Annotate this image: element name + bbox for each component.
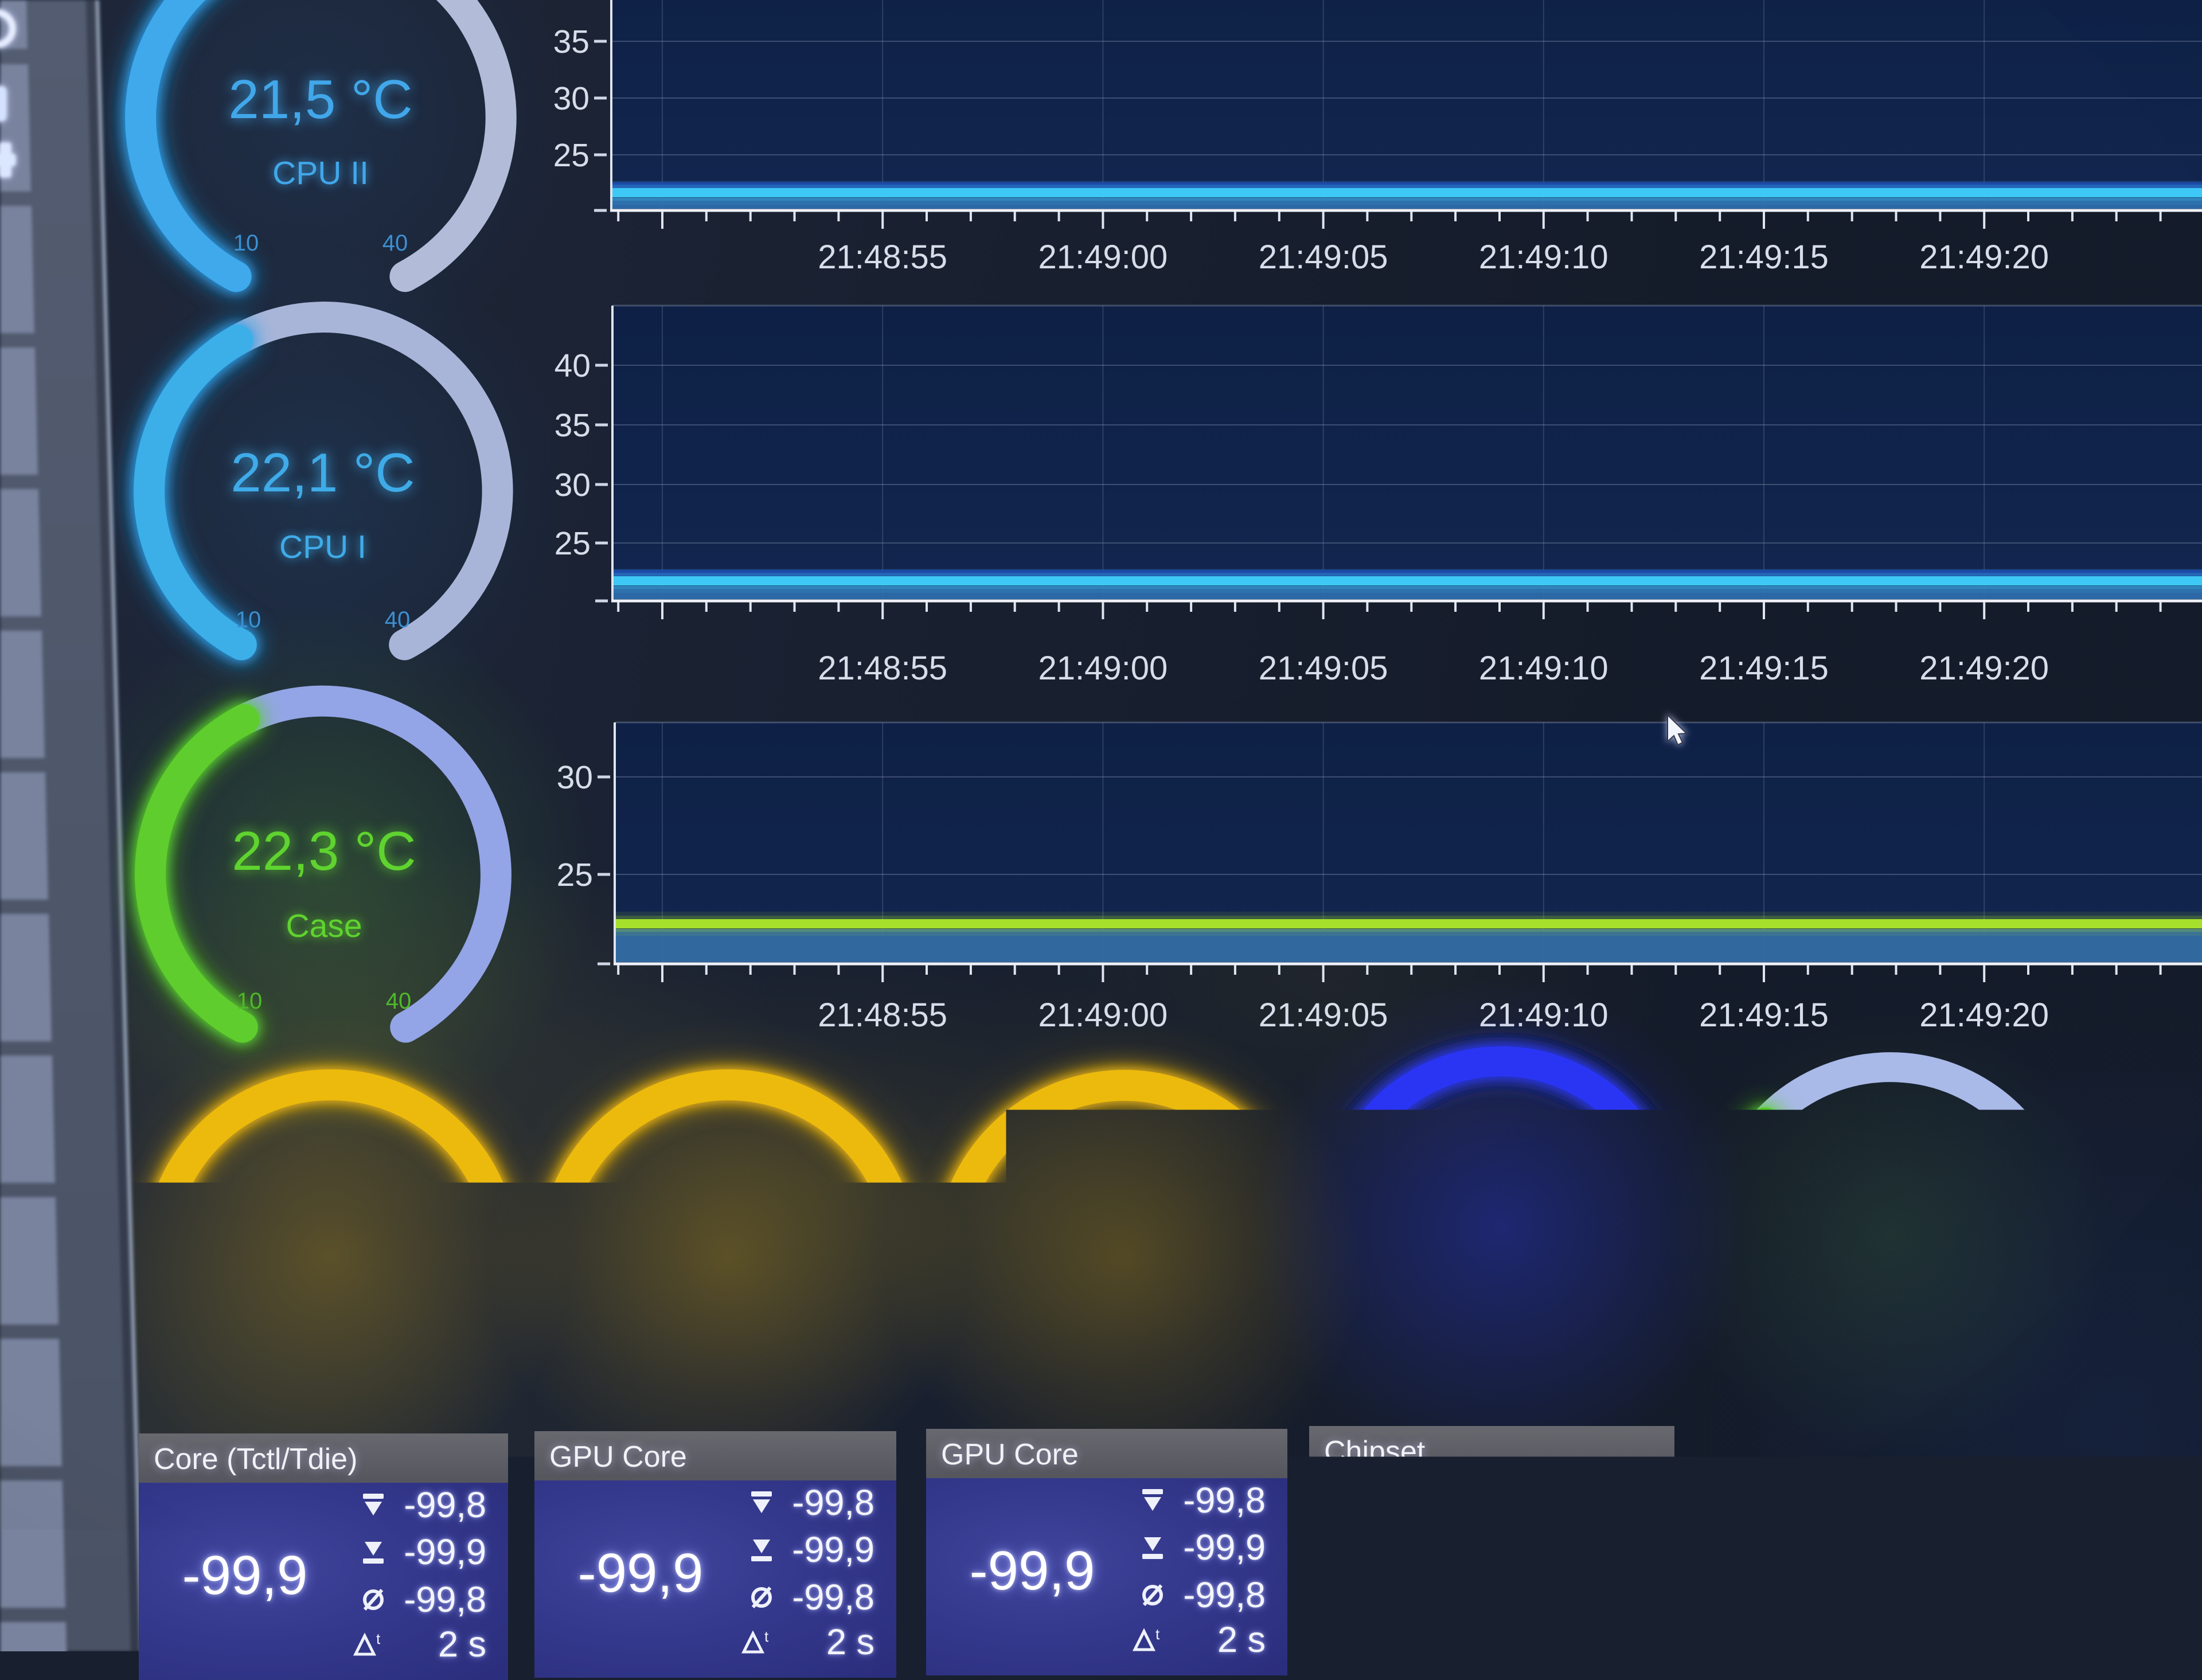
svg-text:21:49:20: 21:49:20 bbox=[1919, 239, 2049, 276]
svg-text:10: 10 bbox=[236, 607, 261, 632]
svg-text:25: 25 bbox=[557, 857, 593, 893]
svg-text:35: 35 bbox=[553, 24, 589, 60]
svg-text:D5 1 sync mit D5 2: D5 1 sync mit D5 2 bbox=[590, 1286, 866, 1323]
svg-text:30: 30 bbox=[1410, 1354, 1435, 1379]
svg-text:4781 rpm: 4781 rpm bbox=[612, 1204, 845, 1265]
svg-text:25: 25 bbox=[553, 137, 589, 174]
svg-text:250,5 l/h: 250,5 l/h bbox=[1396, 1183, 1607, 1244]
svg-text:21:49:10: 21:49:10 bbox=[1479, 650, 1608, 687]
svg-text:t: t bbox=[1155, 1627, 1160, 1643]
svg-text:21:49:05: 21:49:05 bbox=[1259, 650, 1388, 687]
svg-text:1000: 1000 bbox=[1014, 1359, 1065, 1385]
svg-text:1000: 1000 bbox=[218, 1359, 270, 1385]
svg-text:21:49:15: 21:49:15 bbox=[1699, 650, 1829, 687]
svg-text:t: t bbox=[376, 1631, 381, 1647]
svg-text:Case: Case bbox=[286, 908, 362, 944]
svg-text:D5 2 sync von D5 1: D5 2 sync von D5 1 bbox=[981, 1286, 1266, 1323]
svg-text:40: 40 bbox=[382, 230, 408, 256]
svg-text:Flow: Flow bbox=[1467, 1270, 1536, 1307]
svg-text:4468 rpm: 4468 rpm bbox=[214, 1204, 447, 1265]
svg-text:5000: 5000 bbox=[1183, 1359, 1234, 1385]
svg-text:10: 10 bbox=[233, 230, 259, 256]
svg-text:21:49:00: 21:49:00 bbox=[1038, 239, 1168, 276]
svg-text:5000: 5000 bbox=[787, 1359, 838, 1385]
svg-text:21:49:20: 21:49:20 bbox=[1919, 650, 2049, 687]
svg-text:21:48:55: 21:48:55 bbox=[818, 239, 947, 276]
svg-text:25: 25 bbox=[555, 525, 591, 562]
svg-text:250: 250 bbox=[1561, 1354, 1600, 1379]
svg-text:3500: 3500 bbox=[393, 1359, 444, 1385]
svg-text:CPU I: CPU I bbox=[279, 529, 366, 565]
svg-text:21:49:15: 21:49:15 bbox=[1699, 239, 1829, 276]
svg-text:21:49:05: 21:49:05 bbox=[1259, 239, 1388, 276]
svg-text:30: 30 bbox=[553, 80, 589, 117]
svg-text:30: 30 bbox=[557, 759, 593, 796]
svg-text:22,1 °C: 22,1 °C bbox=[231, 442, 415, 503]
svg-text:21:49:15: 21:49:15 bbox=[1699, 997, 1829, 1034]
svg-text:10: 10 bbox=[1805, 1363, 1830, 1388]
svg-text:21:49:00: 21:49:00 bbox=[1038, 650, 1168, 687]
svg-text:40: 40 bbox=[385, 607, 411, 632]
svg-text:40: 40 bbox=[1951, 1363, 1977, 1388]
svg-text:20,3 °C: 20,3 °C bbox=[1798, 1183, 1982, 1245]
svg-text:22,3 °C: 22,3 °C bbox=[232, 821, 416, 882]
svg-text:21:49:20: 21:49:20 bbox=[1919, 997, 2049, 1034]
svg-text:21:49:10: 21:49:10 bbox=[1479, 997, 1608, 1034]
svg-text:t: t bbox=[1543, 1624, 1547, 1640]
svg-text:CPU II: CPU II bbox=[272, 155, 369, 192]
svg-text:4797 rpm: 4797 rpm bbox=[1008, 1204, 1240, 1265]
svg-text:Luft: Luft bbox=[1863, 1264, 1918, 1301]
svg-text:35: 35 bbox=[555, 407, 591, 444]
svg-text:1000: 1000 bbox=[619, 1359, 670, 1385]
svg-text:t: t bbox=[764, 1629, 769, 1645]
svg-text:21:49:10: 21:49:10 bbox=[1479, 239, 1608, 276]
svg-text:21:49:00: 21:49:00 bbox=[1038, 997, 1168, 1034]
svg-text:21,5 °C: 21,5 °C bbox=[228, 69, 412, 130]
svg-text:DDC 3.2 Tube: DDC 3.2 Tube bbox=[227, 1285, 434, 1322]
svg-text:21:49:05: 21:49:05 bbox=[1259, 997, 1388, 1034]
svg-text:30: 30 bbox=[555, 467, 591, 503]
svg-text:21:48:55: 21:48:55 bbox=[818, 650, 947, 687]
svg-text:40: 40 bbox=[555, 347, 591, 384]
svg-text:10: 10 bbox=[237, 989, 263, 1014]
svg-text:21:48:55: 21:48:55 bbox=[818, 997, 947, 1034]
svg-text:40: 40 bbox=[386, 989, 412, 1014]
